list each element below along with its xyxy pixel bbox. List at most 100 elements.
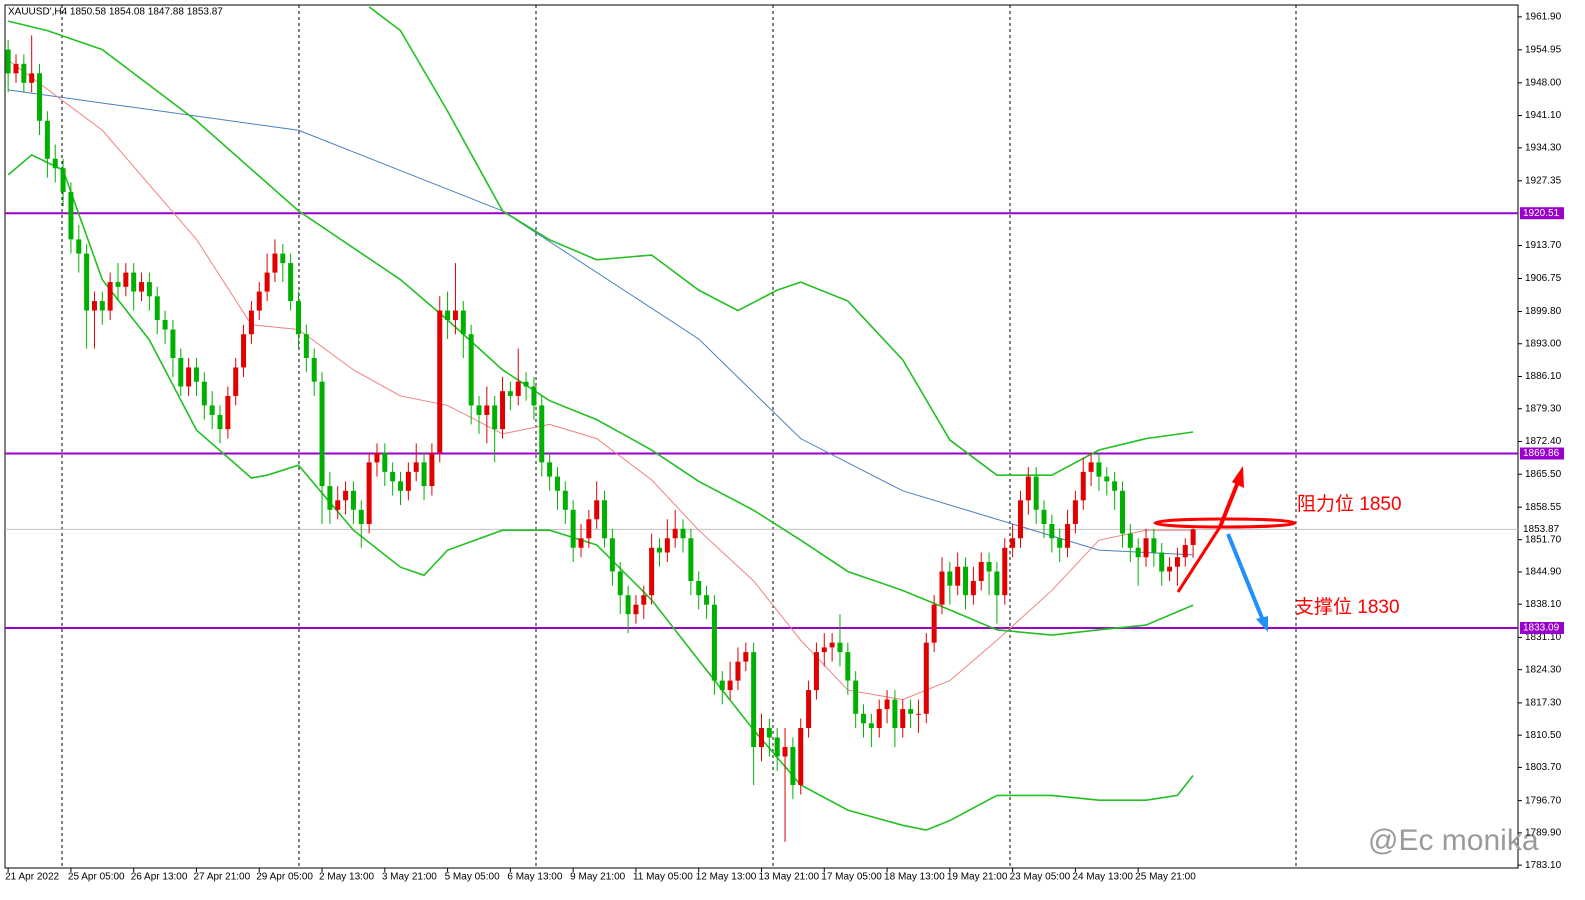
candle-body (248, 310, 254, 335)
candle-body (719, 680, 725, 691)
candle-body (460, 310, 466, 335)
candle-body (107, 282, 113, 311)
candle-body (633, 604, 639, 615)
candle-body (193, 367, 199, 382)
candle-body (955, 566, 961, 586)
candle-body (861, 713, 867, 724)
candle-body (641, 595, 647, 605)
candle-body (225, 395, 231, 430)
blue-arrow-head (1256, 616, 1268, 632)
candle-body (970, 580, 976, 596)
candle-body (1033, 476, 1039, 510)
candle-body (735, 661, 741, 681)
x-tick-label: 9 May 21:00 (570, 872, 625, 883)
candle-body (445, 310, 451, 321)
candle-body (154, 296, 160, 321)
candle-body (335, 500, 341, 510)
drawings: 阻力位 1850 支撑位 1830 @Ec monika XAUUSD',H4 … (8, 7, 1539, 857)
blue-arrow (1226, 533, 1264, 619)
price-tag (1520, 207, 1564, 220)
candle-body (1159, 552, 1165, 572)
candle-body (539, 405, 545, 463)
candle-body (146, 282, 152, 297)
x-tick-label: 2 May 13:00 (319, 872, 374, 883)
candle-body (586, 519, 592, 539)
candle-body (774, 737, 780, 757)
candle-body (288, 263, 294, 302)
candle-body (327, 486, 333, 510)
candle-body (264, 272, 270, 292)
candle-body (978, 561, 984, 581)
candle-body (845, 652, 851, 681)
candle-body (1104, 476, 1110, 482)
indicator-line (8, 89, 1194, 556)
candle-body (507, 391, 513, 396)
candle-body (500, 391, 506, 430)
red-stroke (1176, 526, 1222, 593)
candle-body (484, 405, 490, 415)
candle-body (1057, 538, 1063, 548)
x-tick-label: 12 May 13:00 (696, 872, 757, 883)
candle-body (280, 253, 286, 264)
candle-body (1135, 547, 1141, 558)
candle-body (923, 642, 929, 714)
price-tag-label: 1920.51 (1523, 208, 1560, 219)
y-tick-label: 1796.70 (1525, 795, 1562, 806)
y-tick-label: 1879.30 (1525, 403, 1562, 414)
candle-body (272, 253, 278, 273)
red-arrow-head (1232, 466, 1244, 488)
candle-body (915, 713, 921, 715)
y-tick-label: 1961.90 (1525, 12, 1562, 23)
candle-body (413, 462, 419, 472)
candle-body (688, 538, 694, 581)
candle-body (68, 191, 74, 240)
candle-body (44, 120, 50, 159)
y-tick-label: 1872.40 (1525, 436, 1562, 447)
candle-body (295, 301, 301, 335)
candle-body (672, 528, 678, 539)
price-tag-label: 1833.09 (1523, 623, 1560, 634)
y-tick-label: 1789.90 (1525, 828, 1562, 839)
x-tick-label: 24 May 13:00 (1072, 872, 1133, 883)
resistance-label: 阻力位 1850 (1297, 493, 1402, 515)
candle-body (617, 571, 623, 596)
candle-body (5, 49, 11, 74)
candle-body (790, 747, 796, 785)
candle-body (201, 381, 207, 406)
y-tick-label: 1844.90 (1525, 567, 1562, 578)
candle-body (492, 405, 498, 430)
candle-body (1049, 524, 1055, 539)
candle-body (1127, 533, 1133, 548)
candle-body (711, 604, 717, 681)
candle-body (319, 381, 325, 487)
candle-body (900, 709, 906, 729)
candle-body (1080, 471, 1086, 501)
y-tick-label: 1810.50 (1525, 730, 1562, 741)
candle-body (162, 320, 168, 330)
red-arrow (1218, 481, 1240, 528)
candle-body (680, 528, 686, 539)
candle-body (1119, 490, 1125, 534)
indicator-line (7, 20, 1194, 636)
y-tick-label: 1893.00 (1525, 338, 1562, 349)
x-tick-label: 6 May 13:00 (507, 872, 562, 883)
candle-body (60, 168, 66, 192)
chart-body (5, 6, 1518, 842)
candle-body (947, 571, 953, 586)
y-tick-label: 1783.10 (1525, 860, 1562, 871)
price-tag (1520, 523, 1564, 536)
x-tick-label: 11 May 05:00 (633, 872, 693, 883)
candle-body (562, 490, 568, 510)
candle-body (1025, 476, 1031, 501)
candle-body (868, 723, 874, 729)
candle-body (1072, 500, 1078, 525)
candle-body (13, 63, 19, 74)
y-tick-label: 1824.30 (1525, 664, 1562, 675)
candle-body (876, 709, 882, 729)
candle-body (1088, 462, 1094, 472)
candle-body (649, 547, 655, 596)
candle-body (1041, 509, 1047, 525)
candle-body (468, 334, 474, 406)
